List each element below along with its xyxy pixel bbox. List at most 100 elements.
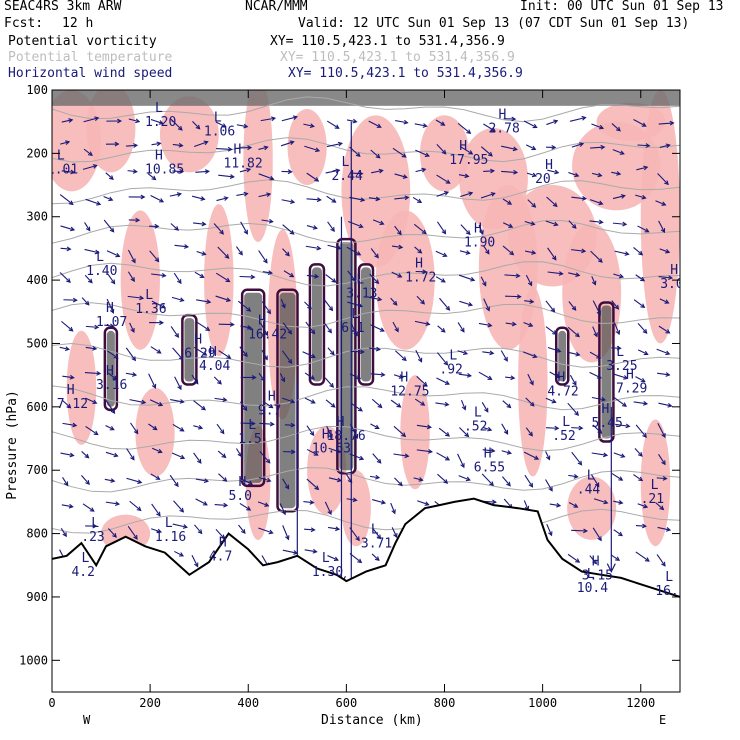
wind-vector-head	[638, 250, 644, 256]
wind-vector-head	[309, 123, 315, 129]
wind-vector-head	[422, 123, 428, 128]
wind-vector	[151, 273, 166, 277]
wind-vector-head	[465, 230, 471, 236]
wind-vector-head	[309, 431, 315, 437]
wind-vector	[258, 193, 271, 198]
extremum-value-label: 3.13	[346, 286, 377, 301]
wind-vector	[393, 425, 406, 437]
wind-vector-head	[110, 409, 116, 415]
wind-vector-head	[201, 251, 207, 256]
wind-vector	[656, 348, 670, 355]
wind-vector	[527, 199, 536, 208]
y-tick-label: 1000	[19, 653, 48, 667]
wind-vector	[306, 225, 317, 229]
wind-vector	[437, 473, 448, 484]
wind-vector	[216, 272, 230, 282]
pv-shading-region	[478, 185, 538, 350]
wind-vector	[658, 220, 665, 233]
wind-vector-head	[328, 433, 333, 439]
wind-vector-head	[314, 177, 320, 182]
wind-vector-head	[360, 197, 366, 203]
wind-vector	[60, 141, 70, 145]
wind-vector	[326, 426, 333, 439]
wind-vector	[658, 122, 674, 125]
wind-vector-head	[203, 478, 210, 484]
wind-vector-head	[336, 448, 342, 454]
field-pv-xy: XY= 110.5,423.1 to 531.4,356.9	[270, 34, 505, 49]
wind-vector	[351, 172, 363, 175]
wind-vector	[394, 350, 407, 361]
wind-vector-head	[661, 561, 666, 567]
wind-vector-head	[622, 402, 627, 407]
wind-vector	[589, 199, 603, 205]
wind-vector	[104, 478, 115, 482]
wind-vector-head	[445, 456, 451, 461]
wind-vector	[326, 142, 342, 148]
wind-vector-head	[593, 332, 598, 338]
extremum-value-label: 1.36	[135, 302, 166, 317]
wind-vector	[128, 118, 140, 123]
wind-vector	[611, 554, 620, 561]
wind-vector	[571, 451, 582, 466]
wind-vector-head	[462, 350, 469, 356]
wind-vector-head	[417, 248, 423, 254]
wind-vector	[501, 170, 518, 174]
wind-vector-head	[94, 116, 100, 122]
wind-vector	[83, 148, 93, 156]
wind-vector-head	[131, 356, 136, 362]
wind-vector-head	[468, 150, 474, 155]
wind-vector	[325, 169, 340, 174]
wind-vector-head	[355, 536, 360, 542]
wind-vector	[370, 149, 381, 159]
wind-vector-head	[140, 194, 146, 200]
wind-vector-head	[227, 146, 233, 152]
wind-vector-head	[404, 453, 410, 459]
wind-vector	[151, 503, 161, 517]
wind-vector-head	[331, 198, 337, 203]
wind-vector-head	[596, 310, 601, 316]
wind-vector	[635, 424, 647, 438]
field-theta-name: Potential temperature	[8, 50, 173, 65]
wind-vector	[218, 350, 231, 359]
extremum-type-label: L	[91, 516, 99, 531]
wind-vector-head	[529, 380, 534, 386]
wind-vector-head	[109, 227, 115, 233]
wind-vector	[83, 117, 99, 123]
wind-vector-head	[597, 429, 603, 434]
wind-vector	[327, 244, 341, 250]
wind-vector	[481, 473, 494, 486]
wind-vector-head	[402, 174, 408, 179]
wind-vector	[280, 298, 286, 308]
wind-vector	[502, 245, 514, 256]
wind-vector-head	[66, 403, 72, 409]
pv-shading-region	[640, 90, 680, 344]
extremum-type-label: L	[81, 551, 89, 566]
extremum-type-label: H	[545, 158, 553, 173]
wind-vector	[545, 300, 555, 313]
wind-vector-head	[96, 370, 102, 376]
wind-vector	[261, 349, 268, 360]
wind-vector-head	[66, 278, 71, 284]
wind-vector	[81, 297, 90, 306]
pv-core-column	[311, 267, 322, 382]
wind-vector	[480, 276, 487, 286]
wind-vector-head	[179, 427, 185, 432]
wind-vector-head	[137, 479, 143, 484]
wind-vector	[62, 422, 77, 427]
pv-core-column	[244, 292, 263, 483]
wind-vector-head	[229, 174, 235, 179]
wind-vector-head	[194, 562, 199, 568]
wind-vector-head	[482, 281, 487, 287]
wind-vector	[125, 372, 137, 376]
wind-vector-head	[468, 191, 474, 197]
wind-vector-head	[553, 221, 559, 227]
extremum-type-label: H	[415, 256, 423, 271]
wind-vector	[657, 173, 669, 185]
wind-vector-head	[113, 354, 119, 359]
wind-vector	[147, 173, 156, 180]
extremum-type-label: H	[670, 263, 678, 278]
pv-contour	[598, 301, 615, 443]
wind-vector-head	[356, 251, 362, 256]
extremum-type-label: L	[214, 111, 222, 126]
wind-vector	[417, 500, 429, 506]
